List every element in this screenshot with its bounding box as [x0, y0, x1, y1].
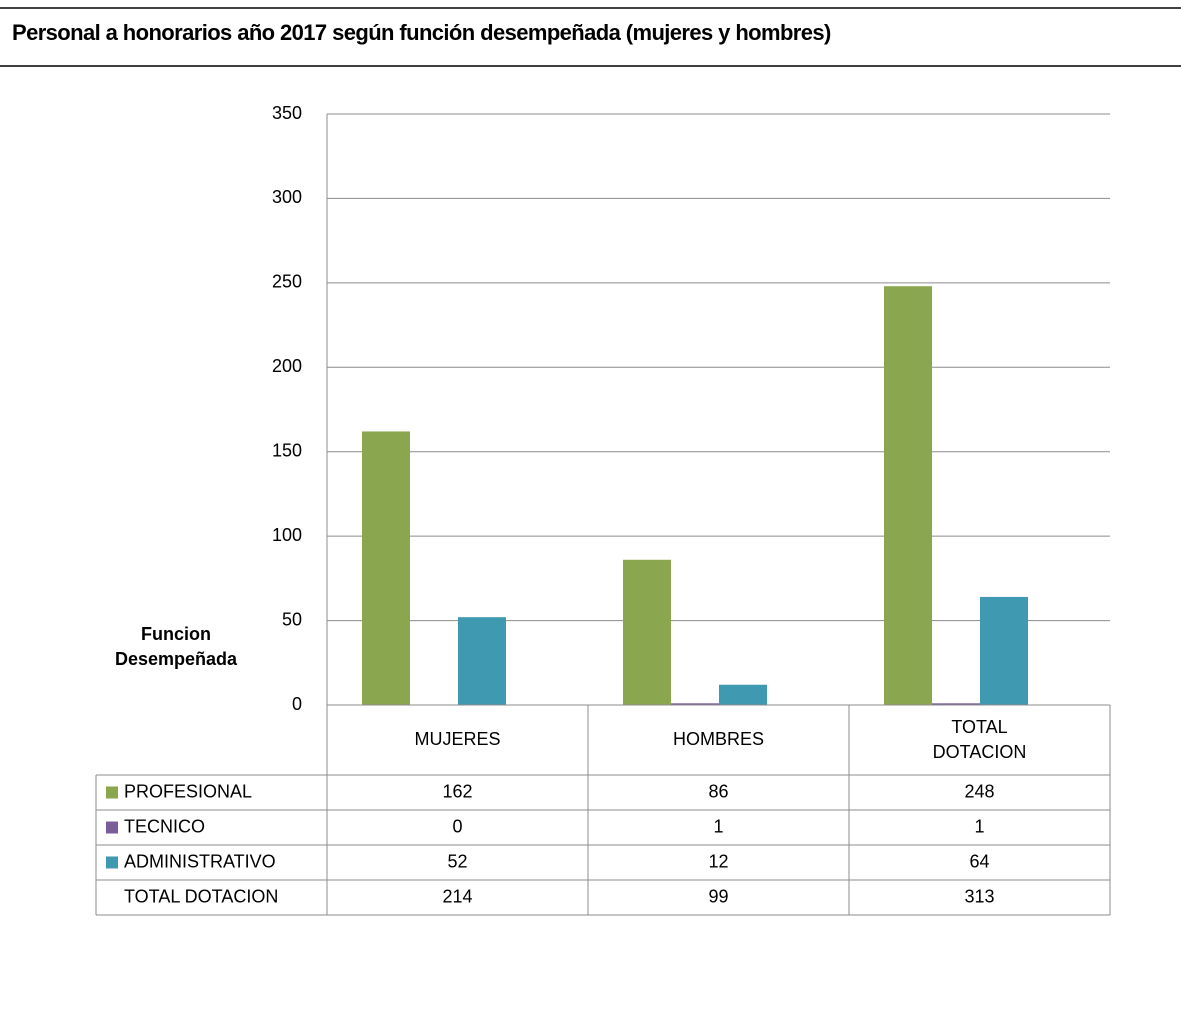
- bar: [980, 596, 1028, 705]
- legend-swatch: [106, 786, 118, 799]
- y-tick-label: 150: [272, 440, 302, 460]
- y-tick-label: 0: [292, 694, 302, 714]
- y-tick-label: 50: [282, 609, 302, 629]
- table-value: 64: [969, 851, 989, 871]
- table-value: 12: [708, 851, 728, 871]
- bar: [719, 684, 767, 705]
- table-value: 0: [452, 816, 462, 836]
- table-value: 162: [442, 781, 472, 801]
- y-tick-label: 200: [272, 356, 302, 376]
- bar: [623, 559, 671, 705]
- legend-label: PROFESIONAL: [124, 781, 252, 801]
- bar: [671, 703, 719, 705]
- table-value: 86: [708, 781, 728, 801]
- category-label: HOMBRES: [672, 729, 764, 750]
- y-tick-label: 350: [272, 103, 302, 123]
- category-label: MUJERES: [414, 729, 501, 750]
- table-value: 1: [974, 816, 984, 836]
- table-value: 248: [964, 781, 994, 801]
- category-label: TOTAL DOTACION: [932, 716, 1027, 762]
- table-total-label: TOTAL DOTACION: [124, 886, 278, 906]
- y-tick-label: 300: [272, 187, 302, 207]
- legend-label: TECNICO: [124, 816, 205, 836]
- table-value: 1: [713, 816, 723, 836]
- bar: [362, 431, 410, 705]
- table-value: 52: [447, 851, 467, 871]
- y-tick-label: 250: [272, 272, 302, 292]
- table-total-value: 313: [964, 886, 994, 906]
- legend-swatch: [106, 856, 118, 869]
- table-total-value: 214: [442, 886, 472, 906]
- legend-label: ADMINISTRATIVO: [124, 851, 276, 871]
- chart-title: Personal a honorarios año 2017 según fun…: [12, 20, 831, 45]
- bar: [458, 617, 506, 705]
- y-axis-label: Funcion Desempeñada: [114, 623, 238, 669]
- table-total-value: 99: [708, 886, 728, 906]
- bar: [932, 703, 980, 705]
- bar: [884, 286, 932, 705]
- y-tick-label: 100: [272, 525, 302, 545]
- legend-swatch: [106, 821, 118, 834]
